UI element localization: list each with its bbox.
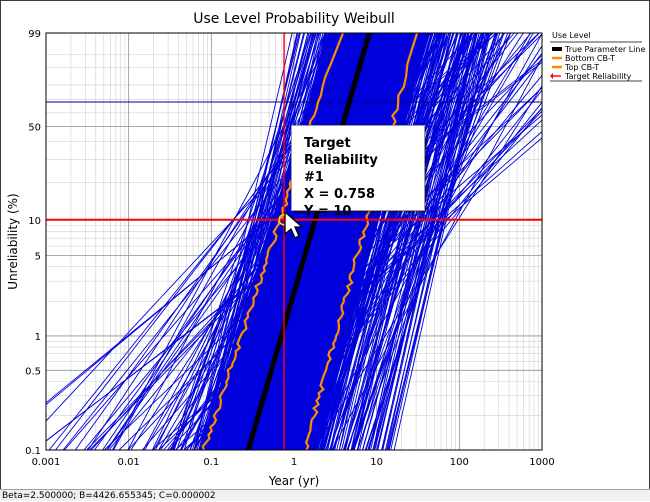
simulated-line (353, 33, 489, 450)
y-tick-label: 50 (28, 123, 41, 134)
y-axis-label: Unreliability (%) (6, 193, 20, 289)
x-tick-label: 1 (291, 457, 297, 468)
simulated-line (343, 33, 485, 450)
simulated-line (353, 33, 458, 450)
status-bar: Beta=2.500000; B=4426.655345; C=0.000002 (0, 489, 650, 501)
tooltip-title: Target Reliability (304, 136, 378, 168)
x-tick-label: 0.01 (118, 457, 140, 468)
simulated-line (353, 33, 497, 450)
x-tick-label: 100 (450, 457, 469, 468)
simulated-line (112, 33, 334, 450)
simulated-line (113, 33, 348, 450)
legend-label: Bottom CB-T (565, 54, 615, 63)
y-tick-label: 10 (28, 216, 41, 227)
simulated-line (356, 33, 511, 450)
plot-border (45, 32, 543, 451)
simulated-line (384, 33, 484, 450)
simulated-line (372, 33, 477, 450)
simulated-line (377, 33, 472, 450)
simulated-line (74, 33, 376, 450)
plot-window: 0.001 0.01 0.1 1 10 100 1000 0.1 0.5 1 5 10 50 99 Use … (0, 0, 650, 490)
chart-title: Use Level Probability Weibull (193, 11, 395, 27)
x-tick-label: 1000 (529, 457, 554, 468)
legend-label: True Parameter Line (564, 45, 645, 54)
simulated-line (192, 33, 316, 450)
weibull-chart: 0.001 0.01 0.1 1 10 100 1000 0.1 0.5 1 5 10 50 99 Use … (6, 11, 645, 488)
x-tick-label: 10 (370, 457, 383, 468)
simulated-line (55, 33, 379, 450)
y-tick-label: 1 (35, 332, 41, 343)
y-tick-label: 0.1 (25, 446, 41, 457)
simulated-line (313, 85, 542, 450)
simulated-line (193, 33, 300, 450)
y-tick-label: 0.5 (25, 366, 41, 377)
target-tooltip: Target Reliability #1 X = 0.758 Y = 10 (291, 125, 425, 219)
simulated-line (374, 33, 482, 450)
simulated-line (364, 33, 505, 450)
y-tick-label: 99 (28, 29, 41, 40)
simulated-line (172, 33, 326, 450)
legend-label: Target Reliability (564, 72, 632, 81)
simulated-line (359, 33, 469, 450)
x-tick-label: 0.1 (203, 457, 219, 468)
simulated-line (87, 33, 363, 450)
legend-title: Use Level (552, 31, 591, 40)
simulated-line (193, 33, 293, 450)
x-tick-label: 0.001 (32, 457, 61, 468)
legend-label: Top CB-T (564, 63, 599, 72)
tooltip-y: Y = 10 (304, 204, 352, 219)
tooltip-id: #1 (304, 170, 324, 185)
tooltip-x: X = 0.758 (304, 187, 376, 202)
arrow-cursor-icon (284, 210, 304, 239)
simulated-line (331, 56, 542, 450)
y-tick-label: 5 (35, 251, 41, 262)
simulated-line (202, 33, 298, 450)
simulated-line (368, 33, 464, 450)
legend-swatch-arrow (550, 73, 553, 79)
x-axis-label: Year (yr) (268, 474, 320, 488)
